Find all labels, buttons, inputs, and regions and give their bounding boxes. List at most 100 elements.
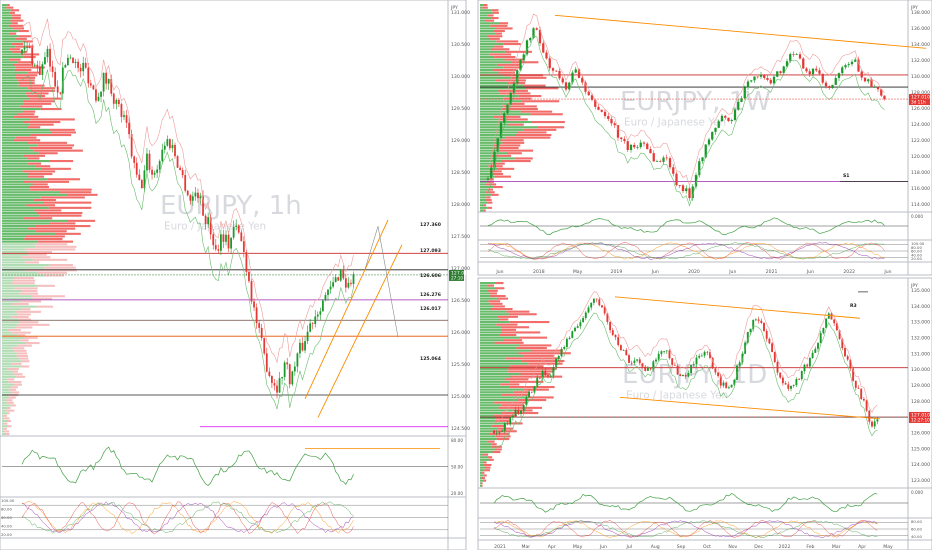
x-tick-label: 2018 bbox=[533, 269, 545, 275]
oscillator-tick-label: 100.00 bbox=[911, 241, 925, 246]
x-tick-label: May bbox=[573, 269, 583, 275]
x-tick-label: 2020 bbox=[688, 269, 700, 275]
y-tick-label: 130.500 bbox=[451, 42, 470, 48]
panel-eurjpy-1d: 135.000 134.000 133.000 132.000 131.000 130.0… bbox=[477, 277, 932, 550]
candlestick-series bbox=[493, 296, 879, 436]
oscillator-tick-label: 60.00 bbox=[911, 527, 922, 532]
y-tick-label: 133.000 bbox=[911, 320, 930, 326]
oscillator-tick-label: 20.00 bbox=[451, 491, 463, 496]
stochastic-line bbox=[487, 242, 885, 260]
y-tick-label: 128.000 bbox=[911, 90, 930, 96]
bar-countdown: 3d 11h bbox=[911, 100, 926, 105]
x-tick-label: 2021 bbox=[766, 269, 778, 275]
y-tick-label: 128.500 bbox=[451, 170, 470, 176]
volume-profile bbox=[480, 4, 565, 212]
stochastic-line bbox=[493, 520, 878, 538]
stochastic-line bbox=[21, 501, 354, 533]
oscillator-tick-label: 80.00 bbox=[451, 438, 463, 443]
y-tick-label: 127.500 bbox=[451, 234, 470, 240]
oscillator-tick-label: 0.000 bbox=[911, 490, 923, 495]
level-label: 127.360 bbox=[420, 222, 441, 228]
last-price-value: 127.010 bbox=[911, 95, 930, 101]
y-tick-label: 124.000 bbox=[911, 122, 930, 128]
panel-eurjpy-1h: 131.000 130.500 130.000 129.500 129.000 128.5… bbox=[0, 0, 470, 550]
y-tick-label: 134.000 bbox=[911, 42, 930, 48]
symbol-description-watermark: Euro / Japanese Yen bbox=[624, 117, 726, 129]
level-label: S1 bbox=[843, 173, 850, 179]
stochastic-line bbox=[21, 501, 354, 534]
y-tick-label: 138.000 bbox=[911, 10, 930, 16]
y-tick-label: 132.000 bbox=[911, 336, 930, 342]
y-tick-label: 122.000 bbox=[911, 138, 930, 144]
stochastic-line bbox=[493, 520, 878, 539]
panel-eurjpy-1w: 138.000 136.000 134.000 132.000 130.000 128.0… bbox=[477, 0, 932, 276]
panel-frame bbox=[477, 277, 932, 550]
symbol-watermark: EURJPY, 1h bbox=[160, 191, 302, 221]
last-price-badge bbox=[909, 411, 930, 423]
y-tick-label: 114.000 bbox=[911, 202, 930, 208]
x-tick-label: 2022 bbox=[779, 544, 791, 550]
x-tick-label: Apr bbox=[858, 544, 866, 550]
stochastic-line bbox=[487, 242, 885, 260]
oscillator-tick-label: 20.00 bbox=[1, 532, 12, 537]
x-tick-label: Jun bbox=[599, 544, 607, 550]
y-tick-label: 116.000 bbox=[911, 186, 930, 192]
channel-lower-line bbox=[619, 396, 881, 420]
oscillator-tick-label: 40.00 bbox=[911, 252, 922, 257]
y-tick-label: 131.000 bbox=[911, 351, 930, 357]
x-tick-label: Mar bbox=[522, 544, 531, 550]
y-tick-label: 126.500 bbox=[451, 298, 470, 304]
upper-band-line bbox=[21, 18, 354, 364]
last-price-value: 127.010 bbox=[451, 270, 470, 276]
oscillator-tick-label: 80.00 bbox=[911, 245, 922, 250]
x-tick-label: Jun bbox=[883, 269, 891, 275]
y-tick-label: 126.000 bbox=[451, 330, 470, 336]
currency-unit-label: JPY bbox=[910, 5, 918, 11]
lower-band-line bbox=[487, 35, 885, 207]
y-tick-label: 128.000 bbox=[451, 202, 470, 208]
y-tick-label: 130.000 bbox=[451, 74, 470, 80]
last-price-badge bbox=[449, 269, 464, 281]
x-tick-label: Nov bbox=[728, 544, 737, 550]
symbol-watermark: EURJPY, 1W bbox=[620, 87, 771, 117]
y-tick-label: 127.000 bbox=[451, 266, 470, 272]
bar-countdown: 27:10 bbox=[451, 275, 463, 280]
upper-band-line bbox=[487, 13, 885, 187]
x-tick-label: Aug bbox=[651, 544, 660, 550]
oscillator-line bbox=[487, 217, 885, 236]
oscillator-tick-label: 20.00 bbox=[911, 256, 922, 261]
oscillator-tick-label: 50.00 bbox=[451, 465, 463, 470]
x-tick-label: Jun bbox=[651, 269, 659, 275]
candlestick-series bbox=[486, 26, 886, 201]
x-tick-label: May bbox=[573, 544, 583, 550]
volume-profile bbox=[480, 282, 571, 487]
last-price-badge bbox=[909, 94, 930, 106]
lower-band-line bbox=[21, 69, 354, 410]
stochastic-line bbox=[487, 242, 885, 260]
x-tick-label: 2021 bbox=[494, 544, 506, 550]
x-tick-label: May bbox=[883, 544, 893, 550]
level-label: 126.017 bbox=[420, 306, 441, 312]
stochastic-line bbox=[21, 501, 354, 534]
y-tick-label: 135.000 bbox=[911, 288, 930, 294]
level-label: 126.276 bbox=[420, 292, 441, 298]
stochastic-line bbox=[493, 520, 878, 538]
bar-countdown: 12:27:10 bbox=[911, 417, 930, 422]
oscillator-line bbox=[493, 493, 878, 513]
y-tick-label: 129.000 bbox=[911, 383, 930, 389]
x-tick-label: Dec bbox=[754, 544, 763, 550]
oscillator-tick-label: 100.00 bbox=[1, 498, 15, 503]
stochastic-line bbox=[21, 501, 354, 535]
upper-band-line bbox=[493, 291, 878, 424]
level-label: 126.606 bbox=[420, 273, 441, 279]
y-tick-label: 129.500 bbox=[451, 106, 470, 112]
currency-unit-label: JPY bbox=[450, 5, 458, 11]
y-tick-label: 125.000 bbox=[911, 446, 930, 452]
level-label: 127.093 bbox=[420, 248, 441, 254]
oscillator-tick-label: 40.00 bbox=[1, 524, 12, 529]
oscillator-tick-label: 0.000 bbox=[911, 214, 923, 219]
y-tick-label: 126.000 bbox=[911, 431, 930, 437]
oscillator-tick-label: 60.00 bbox=[911, 249, 922, 254]
x-tick-label: Jun bbox=[806, 269, 814, 275]
